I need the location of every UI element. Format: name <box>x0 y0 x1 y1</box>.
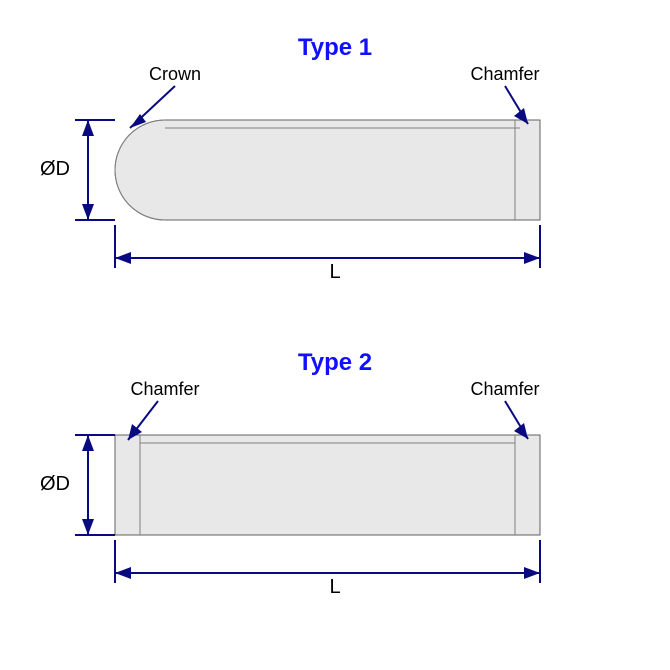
type2-pin <box>115 435 540 535</box>
type2-pin-body <box>115 435 540 535</box>
diagram-svg: Type 1 Crown Chamfer ØD L Type 2 <box>0 0 670 670</box>
type2-left-label: Chamfer <box>130 379 199 399</box>
type2-right-label: Chamfer <box>470 379 539 399</box>
type1-title: Type 1 <box>298 34 372 61</box>
type2-dim-l <box>115 540 540 583</box>
diagram-container: Type 1 Crown Chamfer ØD L Type 2 <box>0 0 670 670</box>
type2-title: Type 2 <box>298 349 372 376</box>
type1-chamfer-label: Chamfer <box>470 64 539 84</box>
type2-dim-d <box>75 435 115 535</box>
type1-d-label: ØD <box>40 158 70 180</box>
type1-crown-label: Crown <box>149 64 201 84</box>
type1-dim-d <box>75 120 115 220</box>
type1-pin <box>115 120 540 220</box>
type1-dim-l <box>115 225 540 268</box>
type1-pin-body <box>115 120 540 220</box>
type1-l-label: L <box>329 261 340 283</box>
type2-l-label: L <box>329 576 340 598</box>
type2-d-label: ØD <box>40 473 70 495</box>
